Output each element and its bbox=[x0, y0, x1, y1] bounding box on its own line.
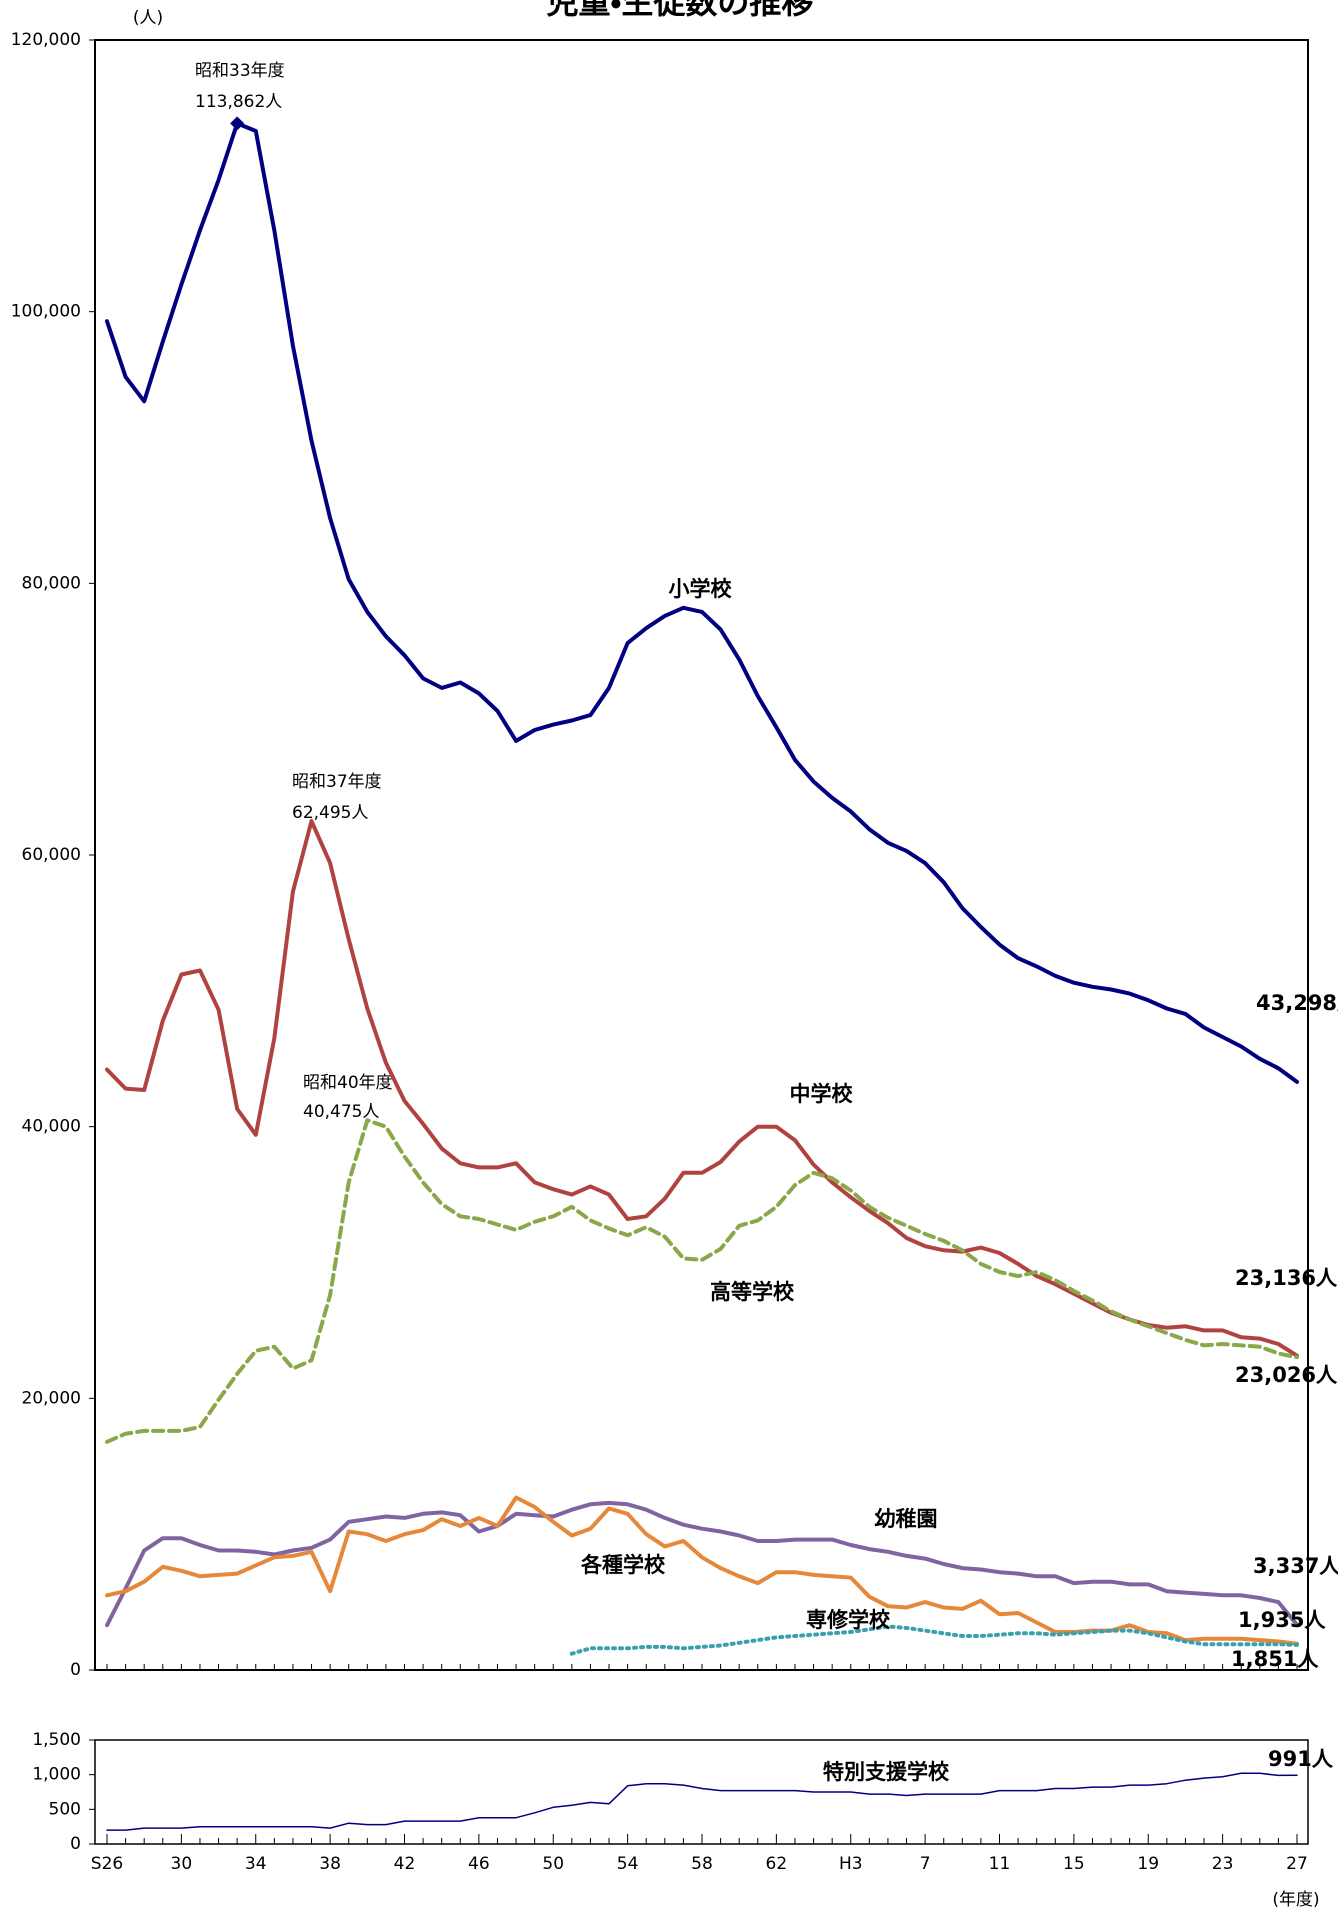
y-tick-label: 80,000 bbox=[22, 573, 81, 593]
series-line bbox=[105, 121, 1299, 1084]
y-tick-label: 100,000 bbox=[11, 302, 81, 322]
x-tick-label: 62 bbox=[766, 1854, 788, 1874]
y-tick-label: 1,500 bbox=[32, 1730, 81, 1750]
series-label: 幼稚園 bbox=[875, 1507, 938, 1531]
x-tick-label: 58 bbox=[691, 1854, 713, 1874]
series-label: 各種学校 bbox=[580, 1553, 666, 1577]
annotation: 昭和37年度 bbox=[292, 772, 382, 792]
series-label: 特別支援学校 bbox=[823, 1760, 950, 1784]
value-label: 1,851人 bbox=[1231, 1647, 1319, 1671]
x-tick-label: 15 bbox=[1063, 1854, 1085, 1874]
y-tick-label: 60,000 bbox=[22, 845, 81, 865]
x-tick-label: S26 bbox=[91, 1854, 123, 1874]
x-tick-label: 46 bbox=[468, 1854, 490, 1874]
value-label: 43,298人 bbox=[1256, 991, 1338, 1015]
y-tick-label: 120,000 bbox=[11, 30, 81, 50]
chart-title: 児童・生徒数の推移 bbox=[547, 0, 814, 21]
x-tick-label: 11 bbox=[989, 1854, 1011, 1874]
y-axis-label: (人) bbox=[133, 8, 163, 28]
value-label: 62,495人 bbox=[292, 803, 368, 823]
x-tick-label: 30 bbox=[171, 1854, 193, 1874]
x-tick-label: 7 bbox=[920, 1854, 931, 1874]
value-label: 1,935人 bbox=[1238, 1608, 1326, 1632]
annotation: 昭和40年度 bbox=[303, 1073, 393, 1093]
series-line bbox=[106, 1772, 1298, 1831]
series-label: 高等学校 bbox=[710, 1280, 795, 1304]
series-label: 中学校 bbox=[790, 1082, 854, 1106]
x-tick-label: 34 bbox=[245, 1854, 267, 1874]
value-label: 23,136人 bbox=[1235, 1266, 1338, 1290]
series-label: 小学校 bbox=[669, 577, 733, 601]
annotation: 昭和33年度 bbox=[195, 61, 285, 81]
series-line bbox=[105, 1118, 1299, 1444]
x-tick-label: H3 bbox=[839, 1854, 863, 1874]
value-label: 23,026人 bbox=[1235, 1363, 1338, 1387]
value-label: 40,475人 bbox=[303, 1102, 379, 1122]
y-tick-label: 20,000 bbox=[22, 1388, 81, 1408]
x-axis-label: (年度) bbox=[1272, 1890, 1319, 1910]
y-tick-label: 1,000 bbox=[32, 1765, 81, 1785]
series-line bbox=[105, 1495, 1299, 1646]
y-tick-label: 0 bbox=[70, 1660, 81, 1680]
value-label: 3,337人 bbox=[1253, 1554, 1338, 1578]
x-tick-label: 19 bbox=[1137, 1854, 1159, 1874]
value-label: 113,862人 bbox=[195, 92, 282, 112]
series-line bbox=[105, 1500, 1299, 1628]
series-line bbox=[105, 819, 1299, 1358]
value-label: 991人 bbox=[1268, 1747, 1334, 1771]
x-tick-label: 38 bbox=[319, 1854, 341, 1874]
x-tick-label: 23 bbox=[1212, 1854, 1234, 1874]
peak-marker bbox=[230, 116, 245, 131]
series-label: 専修学校 bbox=[806, 1608, 891, 1632]
x-tick-label: 50 bbox=[542, 1854, 564, 1874]
plot-frame bbox=[94, 39, 1309, 1671]
y-tick-label: 0 bbox=[70, 1834, 81, 1854]
plot-frame bbox=[94, 1739, 1309, 1845]
y-tick-label: 500 bbox=[49, 1799, 81, 1819]
x-tick-label: 27 bbox=[1286, 1854, 1308, 1874]
series-line bbox=[569, 1624, 1299, 1656]
x-tick-label: 54 bbox=[617, 1854, 639, 1874]
y-tick-label: 40,000 bbox=[22, 1117, 81, 1137]
x-tick-label: 42 bbox=[394, 1854, 416, 1874]
